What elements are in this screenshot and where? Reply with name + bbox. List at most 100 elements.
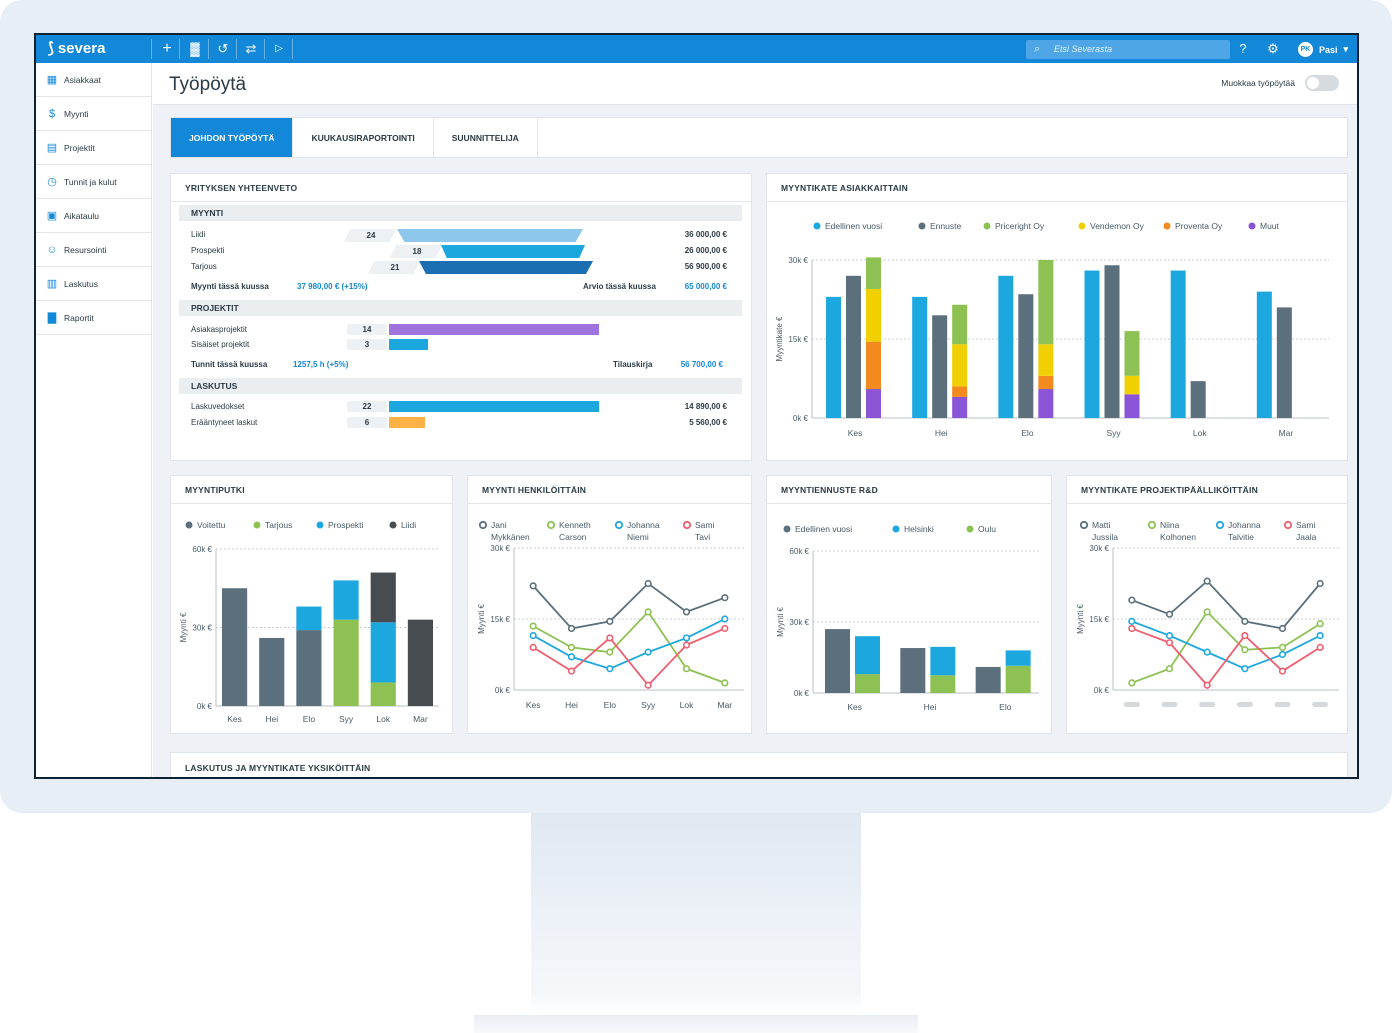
y-tick-label: 60k €	[192, 545, 212, 554]
data-point	[1278, 667, 1287, 675]
bar	[1190, 381, 1206, 418]
y-tick-label: 0k €	[495, 686, 511, 695]
help-icon[interactable]: ?	[1239, 41, 1247, 56]
data-point	[1241, 617, 1249, 625]
series-line	[532, 627, 726, 687]
bar	[259, 637, 285, 706]
legend-label: Prospekti	[328, 520, 364, 530]
sidebar-item-label: Tunnit ja kulut	[64, 176, 117, 187]
bar	[825, 629, 850, 693]
data-point	[644, 608, 652, 616]
tab-johdon-tyopoyta[interactable]: JOHDON TYÖPÖYTÄ	[171, 118, 294, 157]
bar	[333, 580, 359, 620]
x-tick-label: Lok	[680, 700, 694, 710]
count: 22	[347, 401, 387, 412]
row-value: 26 000,00 €	[684, 246, 727, 255]
card-title: MYYNTIKATE ASIAKKAITTAIN	[781, 183, 908, 193]
bar	[370, 572, 396, 623]
month-sales-label: Myynti tässä kuussa	[191, 282, 269, 291]
bar	[1124, 331, 1140, 376]
legend-label: Proventa Oy	[1175, 221, 1223, 231]
x-tick-label: Mar	[413, 714, 428, 724]
legend-marker	[1078, 222, 1086, 230]
sidebar-item-asiakkaat[interactable]: ▦ Asiakkaat	[36, 63, 151, 97]
legend-label: Ennuste	[930, 221, 961, 231]
data-point	[1316, 643, 1324, 651]
sidebar-item-raportit[interactable]: ▇ Raportit	[36, 301, 151, 335]
history-icon[interactable]: ↺	[217, 41, 229, 56]
search-placeholder: Etsi Severasta	[1054, 44, 1113, 54]
legend-label: Helsinki	[904, 524, 934, 534]
app-screen: ⟆ severa + ▓ ↺ ⇄ ▷ ⌕ Etsi Severasta ? ⚙ PK…	[34, 33, 1359, 779]
bar-chart-icon[interactable]: ▓	[190, 41, 200, 56]
y-tick-label: 15k €	[1089, 615, 1109, 624]
top-bar: ⟆ severa + ▓ ↺ ⇄ ▷ ⌕ Etsi Severasta ? ⚙ PK…	[36, 35, 1357, 63]
x-tick-placeholder	[1236, 702, 1253, 707]
avatar: PK	[1298, 42, 1313, 57]
sidebar-item-aikataulu[interactable]: ▣ Aikataulu	[36, 199, 151, 233]
progress-bar	[389, 401, 599, 412]
bar	[1104, 265, 1120, 418]
play-icon[interactable]: ▷	[275, 43, 283, 54]
tab-suunnittelija[interactable]: SUUNNITTELIJA	[434, 118, 538, 157]
card-header: MYYNTIKATE ASIAKKAITTAIN	[767, 174, 1347, 202]
orders-label: Tilauskirja	[613, 360, 653, 369]
sidebar-item-myynti[interactable]: $ Myynti	[36, 97, 151, 131]
series-line	[532, 610, 726, 684]
sidebar-item-projektit[interactable]: ▤ Projektit	[36, 131, 151, 165]
data-point	[721, 679, 729, 687]
bar	[1038, 375, 1054, 390]
x-tick-label: Syy	[641, 700, 656, 710]
edit-dashboard-toggle[interactable]	[1305, 75, 1339, 91]
pipeline-card: MYYNTIPUTKI Voitettu Tarjous Prospekti Liid…	[170, 475, 453, 734]
sidebar-item-label: Laskutus	[64, 278, 99, 289]
search-input[interactable]: ⌕ Etsi Severasta	[1026, 40, 1230, 59]
switch-icon[interactable]: ⇄	[245, 41, 257, 56]
x-tick-label: Elo	[999, 702, 1012, 712]
dashboard-tabs: JOHDON TYÖPÖYTÄ KUUKAUSIRAPORTOINTI SUUN…	[170, 117, 1348, 158]
data-point	[1241, 646, 1249, 654]
card-header: MYYNTIKATE PROJEKTIPÄÄLLIKÖITTÄIN	[1067, 476, 1347, 504]
sidebar-item-laskutus[interactable]: ▥ Laskutus	[36, 267, 151, 301]
add-icon[interactable]: +	[162, 40, 172, 57]
section-header-laskutus: LASKUTUS	[179, 378, 742, 394]
bar	[900, 648, 926, 693]
legend-label: Kolhonen	[1160, 532, 1196, 542]
data-point	[1316, 631, 1324, 640]
legend-marker	[1147, 520, 1157, 530]
card-title: YRITYKSEN YHTEENVETO	[185, 183, 298, 193]
search-icon: ⌕	[1034, 43, 1041, 55]
legend-marker	[892, 525, 900, 533]
legend-label: Johanna	[627, 520, 660, 530]
gear-icon[interactable]: ⚙	[1267, 41, 1279, 56]
legend-label: Liidi	[401, 520, 416, 530]
sidebar-item-tunnit[interactable]: ◷ Tunnit ja kulut	[36, 165, 151, 199]
card-header: MYYNTI HENKILÖITTÄIN	[468, 476, 751, 504]
invoice-icon: ▥	[46, 278, 58, 290]
x-tick-label: Lok	[1193, 428, 1207, 438]
row-value: 36 000,00 €	[684, 230, 727, 239]
data-point	[1278, 650, 1287, 659]
bar	[1256, 291, 1272, 418]
count: 18	[412, 247, 422, 256]
sidebar-item-resursointi[interactable]: ☺ Resursointi	[36, 233, 151, 267]
month-sales-value: 37 980,00 € (+15%)	[297, 282, 368, 291]
bar	[1170, 270, 1186, 418]
data-point	[1278, 643, 1287, 651]
series-line	[532, 582, 726, 630]
row-value: 5 560,00 €	[689, 418, 727, 427]
user-menu[interactable]: PK Pasi ▾	[1298, 40, 1348, 59]
funnel-bar	[397, 229, 583, 242]
card-title: MYYNTIENNUSTE R&D	[781, 485, 878, 495]
data-point	[644, 681, 652, 689]
topbar-divider	[292, 39, 293, 59]
tab-kuukausiraportointi[interactable]: KUUKAUSIRAPORTOINTI	[293, 118, 434, 157]
funnel-bar	[441, 245, 585, 258]
legend-label: Niemi	[627, 532, 649, 542]
severa-logo[interactable]: ⟆ severa	[48, 39, 105, 58]
bar	[1005, 665, 1031, 693]
legend-label: Jussila	[1092, 532, 1118, 542]
bar	[932, 315, 948, 418]
card-header: YRITYKSEN YHTEENVETO	[171, 174, 751, 202]
count: 24	[366, 231, 376, 240]
